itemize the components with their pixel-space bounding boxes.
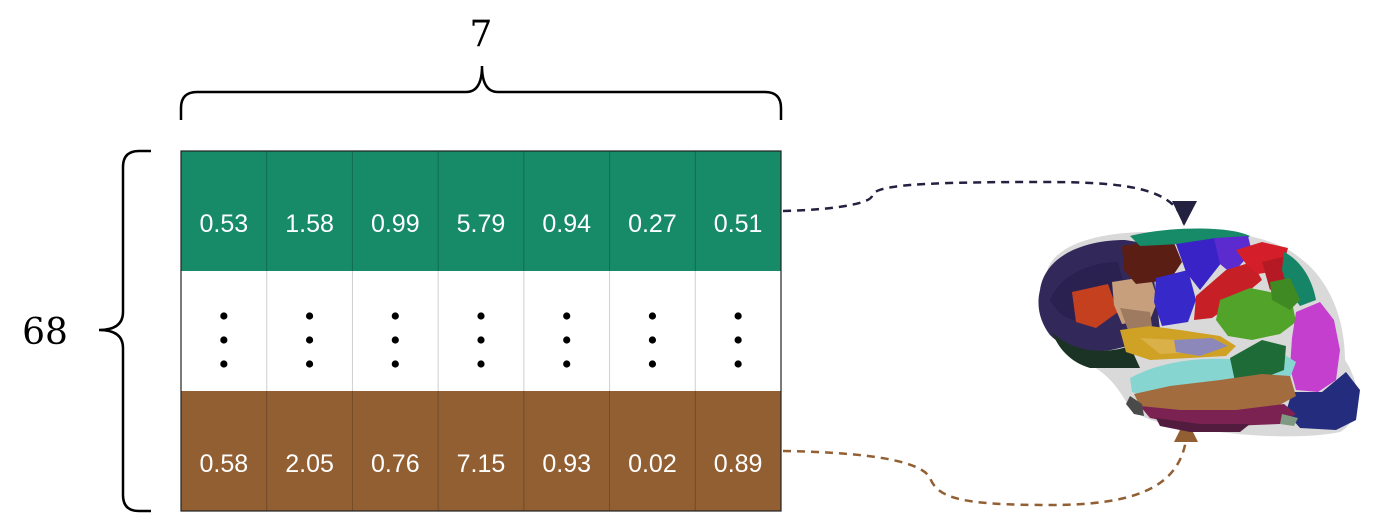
vertical-ellipsis-dot: [305, 360, 314, 368]
vertical-ellipsis-dot: [563, 312, 571, 320]
matrix-row-last: 0.58 2.05 0.76 7.15 0.93 0.02 0.89: [181, 391, 781, 511]
vertical-ellipsis-dot: [648, 360, 657, 368]
bottom-row-background: [181, 391, 781, 511]
matrix-border: [180, 150, 782, 512]
bottom-row-cell-value: 0.58: [200, 450, 249, 478]
bottom-row-cell-value: 0.76: [371, 450, 420, 478]
vertical-ellipsis-dot: [220, 336, 228, 344]
vertical-ellipsis-dot: [305, 336, 314, 344]
bottom-row-arrow: [782, 439, 1188, 507]
top-row-cell-value: 5.79: [457, 210, 506, 238]
top-row-arrow-head: [1172, 201, 1197, 226]
vertical-ellipsis-dot: [648, 336, 657, 344]
columns-brace: [179, 65, 783, 120]
vertical-ellipsis-dot: [391, 336, 399, 344]
matrix-row-first: 0.53 1.58 0.99 5.79 0.94 0.27 0.51: [181, 151, 781, 271]
top-row-cell-value: 0.27: [628, 210, 677, 238]
bottom-row-cell-value: 0.93: [542, 450, 591, 478]
top-row-cell-value: 0.53: [200, 210, 249, 238]
bottom-row-cell-value: 2.05: [285, 450, 334, 478]
rows-brace: [98, 149, 151, 513]
vertical-ellipsis-dot: [734, 312, 742, 320]
top-row-background: [181, 151, 781, 271]
bottom-row-cell-value: 0.89: [714, 450, 763, 478]
columns-count-label: 7: [470, 14, 493, 55]
vertical-ellipsis-dot: [563, 360, 571, 368]
vertical-ellipsis-dot: [391, 360, 399, 368]
vertical-ellipsis-dot: [734, 360, 742, 368]
top-row-cell-value: 1.58: [285, 210, 334, 238]
vertical-ellipsis-dot: [391, 312, 399, 320]
vertical-ellipsis-dot: [477, 336, 485, 344]
brain-parcellation-icon: [1038, 228, 1360, 437]
bottom-row-cell-value: 7.15: [457, 450, 506, 478]
vertical-ellipsis-dot: [477, 312, 485, 320]
vertical-ellipsis-dot: [220, 312, 228, 320]
top-row-arrow: [782, 180, 1186, 225]
vertical-ellipsis-dot: [648, 312, 657, 320]
vertical-ellipsis-dot: [734, 336, 742, 344]
vertical-ellipsis-dot: [305, 312, 314, 320]
vertical-ellipsis-dot: [563, 336, 571, 344]
top-row-cell-value: 0.94: [542, 210, 591, 238]
top-row-cell-value: 0.51: [714, 210, 763, 238]
middle-row-background: [181, 271, 781, 391]
feature-matrix: 0.53 1.58 0.99 5.79 0.94 0.27 0.51 0.58 2.05 0.7…: [180, 150, 782, 512]
bottom-row-cell-value: 0.02: [628, 450, 677, 478]
top-row-cell-value: 0.99: [371, 210, 420, 238]
vertical-ellipsis-dot: [477, 360, 485, 368]
matrix-row-ellipsis: [181, 271, 781, 391]
rows-count-label: 68: [22, 312, 68, 353]
vertical-ellipsis-dot: [220, 360, 228, 368]
